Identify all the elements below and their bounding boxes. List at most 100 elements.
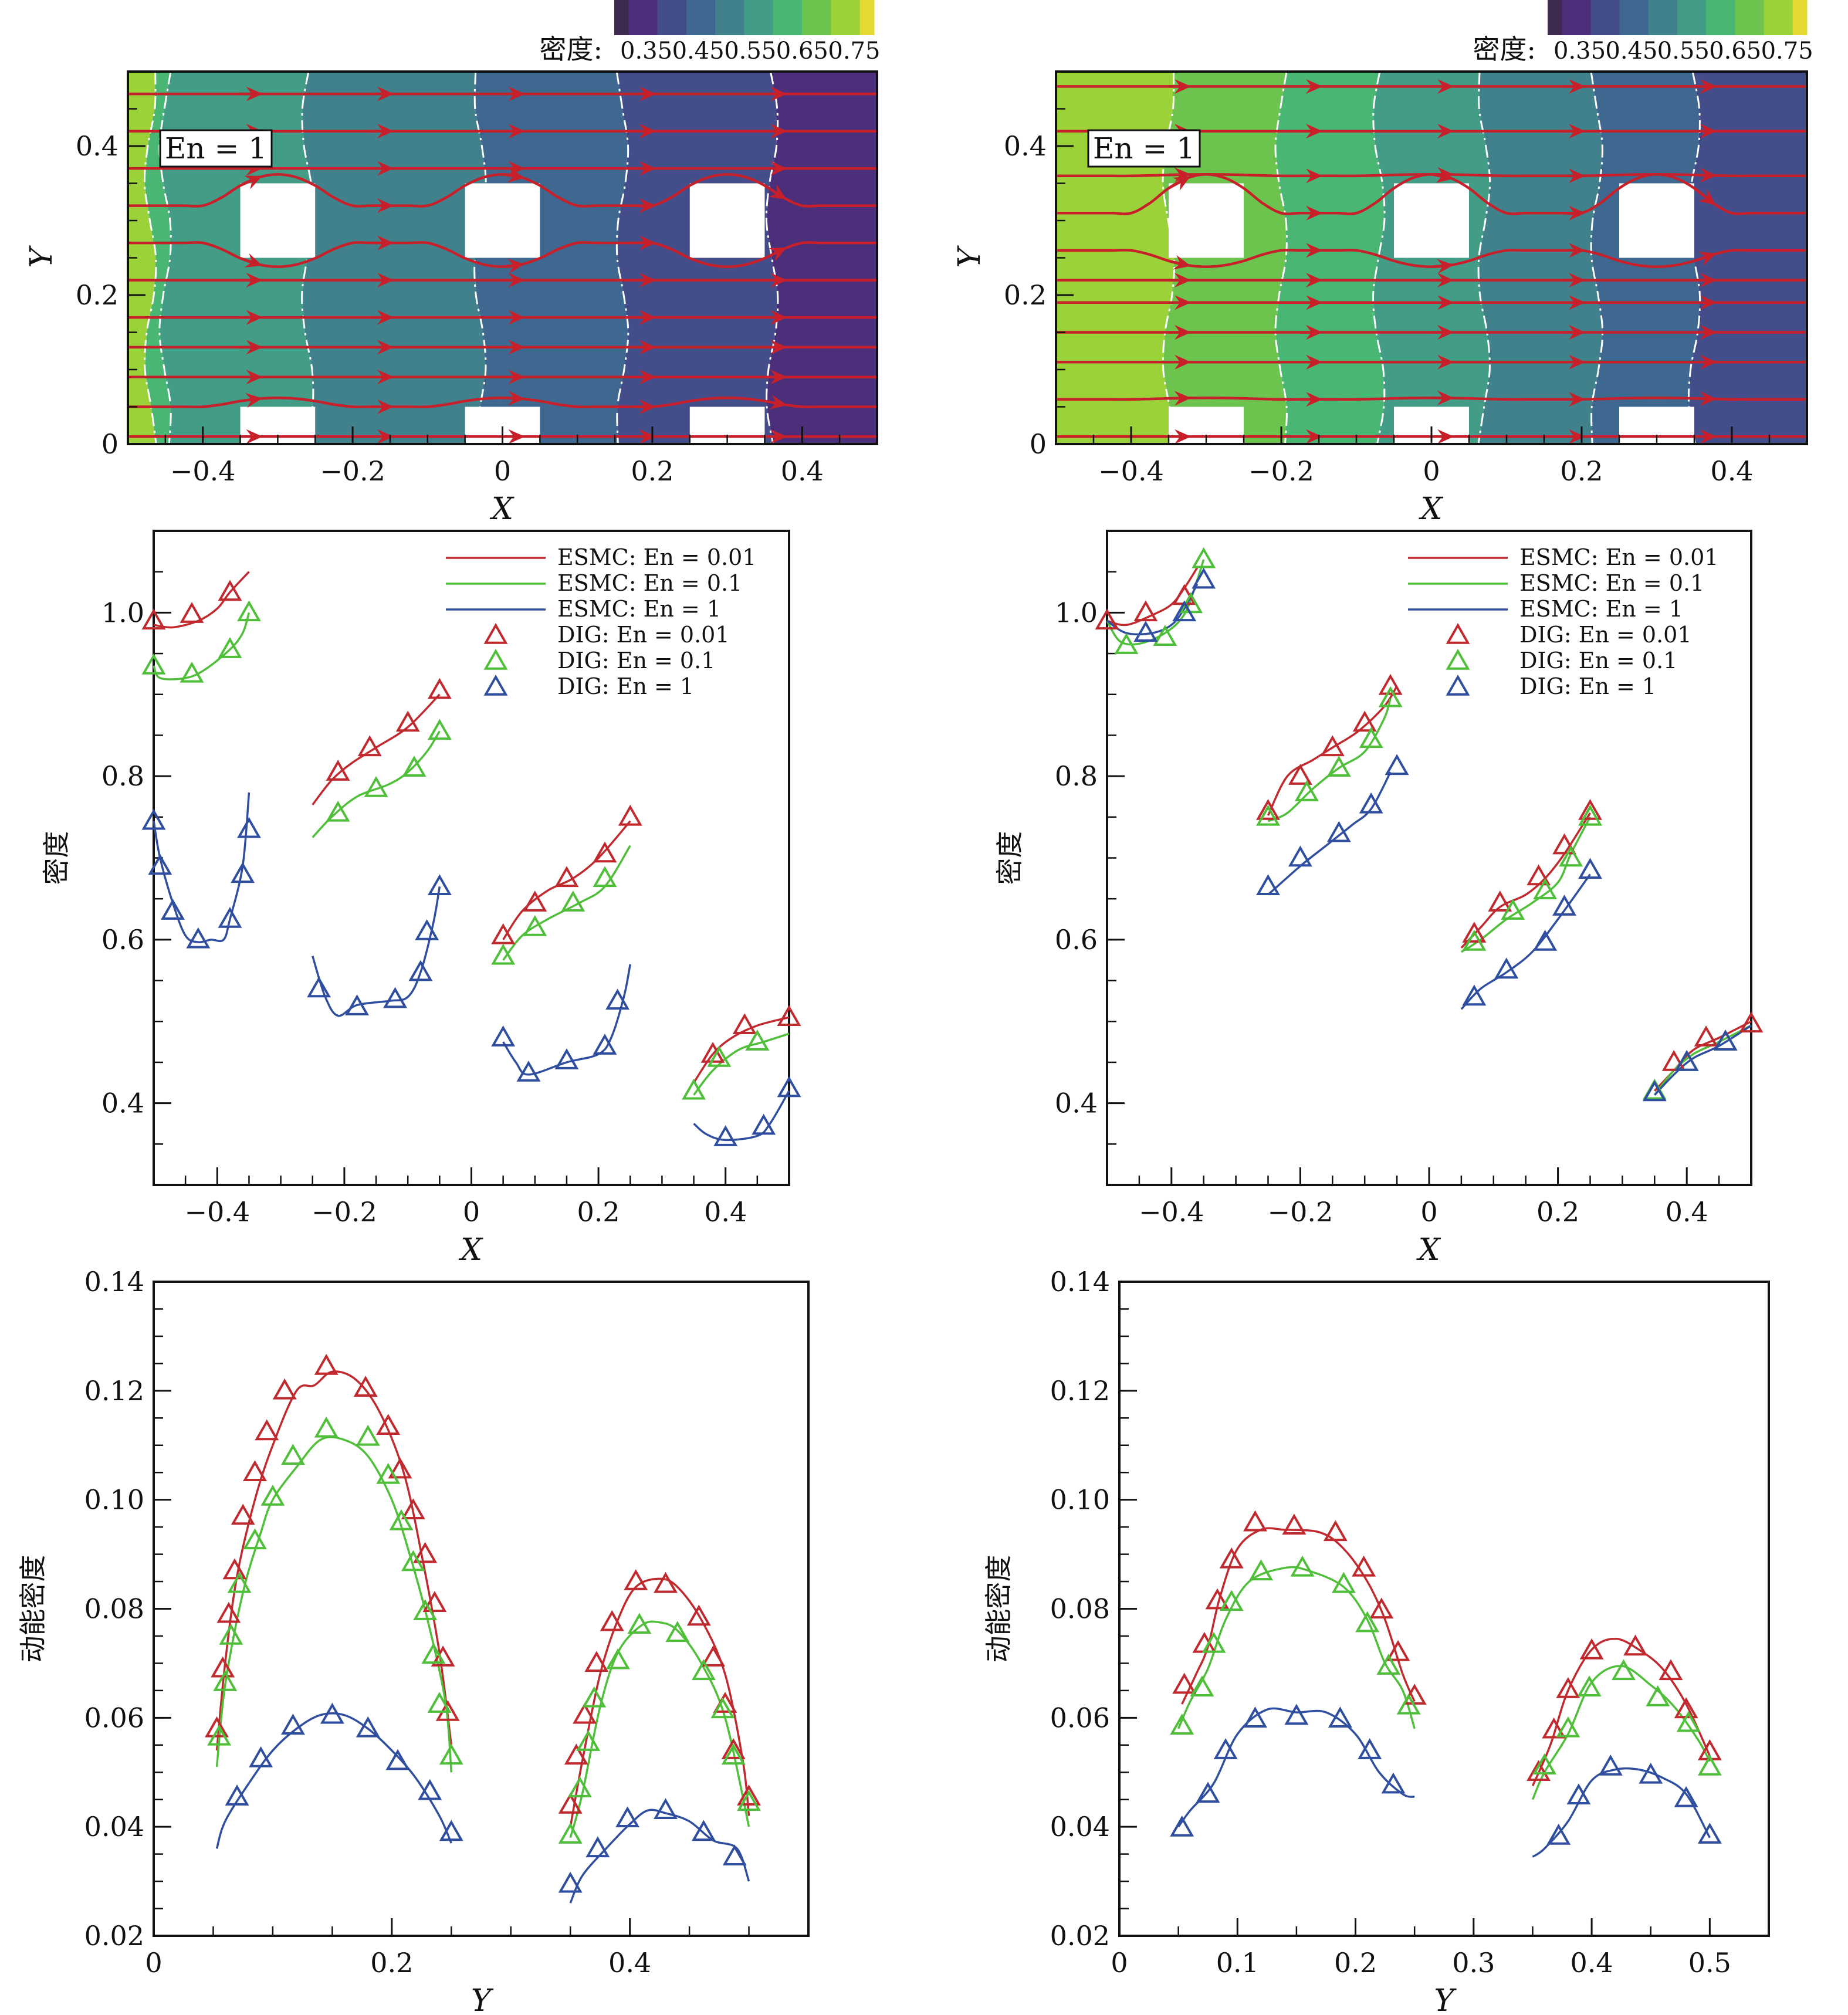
triangle-marker <box>1095 608 1119 630</box>
colorbar-swatch <box>1590 0 1620 35</box>
x-tick-label: 0.4 <box>1710 455 1753 487</box>
legend-label: ESMC: En = 1 <box>557 596 721 622</box>
series-line <box>153 792 251 943</box>
y-tick-label: 0 <box>101 428 119 460</box>
colorbar-swatch <box>831 0 861 35</box>
triangle-marker <box>376 1414 401 1435</box>
colorbar-tick-label: 0.35 <box>620 38 672 65</box>
triangle-marker <box>1326 756 1351 777</box>
triangle-marker <box>1290 1555 1315 1577</box>
colorbar-swatch <box>1764 0 1793 35</box>
triangle-marker <box>1533 930 1558 951</box>
triangle-marker <box>1256 874 1280 896</box>
triangle-marker <box>1256 804 1280 826</box>
colorbar-left: 密度: 0.35 0.45 0.55 0.65 0.75 <box>540 0 880 65</box>
y-tick-label: 0.6 <box>1055 924 1098 956</box>
triangle-marker <box>624 1569 648 1590</box>
x-tick-label: 0 <box>463 1196 480 1228</box>
y-tick-label: 0.12 <box>1050 1375 1110 1407</box>
series-line <box>1460 812 1591 949</box>
colorbar-tick-label: 0.45 <box>1605 38 1657 65</box>
y-tick-label: 1.0 <box>1055 597 1098 628</box>
triangle-marker <box>1446 622 1470 644</box>
triangle-marker <box>272 1378 297 1400</box>
streamline-arrow <box>1168 167 1192 182</box>
triangle-marker <box>231 1503 255 1525</box>
y-tick-label: 0.8 <box>101 760 144 792</box>
triangle-marker <box>237 817 261 838</box>
series-line <box>312 886 441 1017</box>
series-line <box>569 1809 750 1904</box>
triangle-marker <box>1578 804 1602 826</box>
triangle-marker <box>222 1558 247 1580</box>
triangle-marker <box>439 1743 463 1765</box>
triangle-marker <box>1639 1762 1663 1784</box>
triangle-marker <box>1243 1510 1267 1532</box>
colorbar-swatch <box>657 0 687 35</box>
density-band <box>1275 72 1385 444</box>
triangle-marker <box>1676 1711 1701 1732</box>
legend-label: ESMC: En = 0.1 <box>557 570 742 596</box>
triangle-marker <box>219 1623 243 1645</box>
triangle-marker <box>618 804 642 826</box>
triangle-marker <box>1462 984 1487 1006</box>
triangle-marker <box>491 943 516 965</box>
triangle-marker <box>1739 1011 1764 1033</box>
triangle-marker <box>686 1604 711 1626</box>
y-tick-label: 0.08 <box>1050 1593 1110 1625</box>
density-band <box>1688 72 1807 444</box>
triangle-marker <box>1713 1029 1738 1051</box>
triangle-marker <box>721 1743 746 1765</box>
triangle-marker <box>713 1125 738 1146</box>
triangle-marker <box>413 1599 438 1620</box>
density-field <box>1056 72 1807 444</box>
colorbar-swatch <box>859 0 875 35</box>
legend-label: ESMC: En = 0.1 <box>1519 570 1704 596</box>
triangle-marker <box>691 1659 716 1681</box>
triangle-marker <box>1381 1772 1406 1794</box>
series-esmc-en-0-1 <box>153 612 790 1096</box>
triangle-marker <box>561 890 585 912</box>
triangle-marker <box>1697 1754 1722 1776</box>
triangle-marker <box>554 1048 579 1069</box>
triangle-marker <box>558 1823 583 1844</box>
contour-plot-left: −0.4 −0.2 0 0.2 0.4 0 0.2 0.4 X Y En = 1 <box>24 70 878 527</box>
triangle-marker <box>615 1806 640 1827</box>
triangle-marker <box>385 1749 410 1770</box>
contour-line <box>473 72 487 444</box>
triangle-marker <box>1172 600 1197 622</box>
legend-label: ESMC: En = 0.01 <box>1519 544 1718 570</box>
triangle-marker <box>345 994 370 1015</box>
triangle-marker <box>654 1572 678 1593</box>
series-line <box>215 1712 452 1849</box>
x-tick-label: 0.2 <box>1560 455 1603 487</box>
triangle-marker <box>1331 1572 1356 1593</box>
colorbar-swatch <box>802 0 831 35</box>
triangle-marker <box>654 1798 678 1820</box>
legend-label: ESMC: En = 1 <box>1519 596 1683 622</box>
triangle-marker <box>585 1836 610 1858</box>
triangle-marker <box>737 1784 761 1806</box>
triangle-marker <box>1462 930 1487 951</box>
triangle-marker <box>243 1528 267 1550</box>
x-tick-label: 0.2 <box>1334 1947 1377 1979</box>
triangle-marker <box>721 1738 746 1759</box>
legend-label: DIG: En = 0.1 <box>557 648 715 673</box>
y-tick-label: 0.2 <box>76 279 119 311</box>
x-tick-label: 0 <box>145 1947 162 1979</box>
triangle-marker <box>1358 1738 1382 1759</box>
series-dig-en-0-01 <box>1095 584 1764 1071</box>
series-dig-en-0-1 <box>1170 1555 1722 1776</box>
triangle-marker <box>1527 1760 1551 1781</box>
triangle-marker <box>752 1113 776 1135</box>
x-tick-label: 0 <box>1420 1196 1437 1228</box>
series-esmc-en-1 <box>1177 1707 1711 1858</box>
triangle-marker <box>356 1424 380 1446</box>
annotation-label: En = 1 <box>165 131 267 165</box>
triangle-marker <box>523 915 547 936</box>
triangle-marker <box>1359 727 1383 749</box>
triangle-marker <box>1402 1684 1427 1705</box>
series-dig-en-0-01 <box>1172 1510 1722 1781</box>
contour-line <box>143 72 157 444</box>
series-esmc-en-1 <box>215 1712 750 1904</box>
